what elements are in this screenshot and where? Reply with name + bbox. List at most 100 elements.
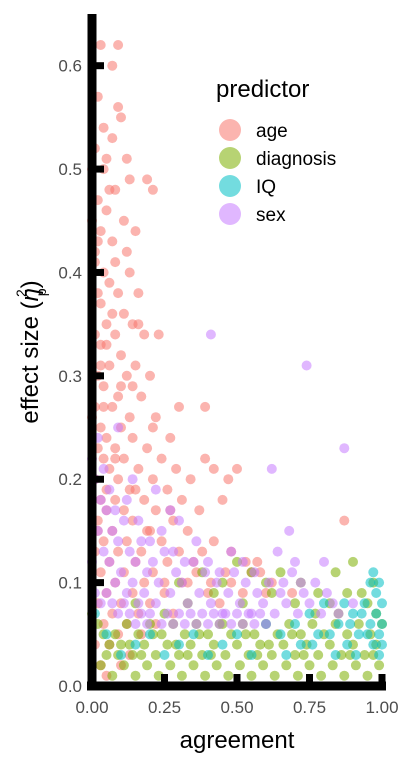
point-diagnosis-58 (258, 660, 269, 671)
point-sex-14 (142, 567, 153, 578)
point-iq-23 (374, 650, 385, 660)
point-sex-26 (211, 577, 222, 588)
point-iq-30 (313, 629, 324, 640)
point-age-58 (165, 432, 176, 443)
legend: predictor age diagnosis IQ sex (216, 76, 336, 226)
point-sex-86 (156, 525, 167, 536)
point-diagnosis-116 (298, 650, 309, 660)
point-sex-105 (101, 588, 112, 598)
point-diagnosis-52 (118, 660, 129, 671)
x-tick-label: 0.50 (220, 698, 253, 717)
point-sex-87 (168, 546, 179, 557)
point-age-65 (200, 453, 211, 464)
point-age-61 (142, 443, 153, 454)
point-sex-7 (101, 505, 112, 516)
point-age-42 (130, 360, 141, 371)
point-age-160 (116, 381, 126, 392)
point-sex-61 (168, 619, 179, 629)
point-age-85 (194, 505, 205, 516)
point-age-77 (162, 484, 173, 495)
point-age-92 (182, 525, 193, 536)
point-age-69 (208, 463, 219, 474)
point-sex-43 (310, 577, 321, 588)
point-sex-41 (298, 588, 309, 598)
point-diagnosis-6 (121, 619, 132, 629)
point-age-48 (136, 391, 147, 402)
legend-title: predictor (216, 76, 309, 103)
point-diagnosis-9 (139, 639, 150, 650)
x-tick-label: 0.00 (75, 698, 108, 717)
point-diagnosis-82 (275, 567, 286, 578)
point-sex-58 (150, 598, 161, 609)
point-iq-25 (365, 577, 376, 588)
legend-key-diagnosis (219, 147, 241, 169)
point-age-96 (208, 536, 219, 547)
point-age-150 (104, 184, 115, 195)
point-age-158 (121, 246, 132, 257)
point-age-21 (107, 236, 118, 247)
point-age-55 (147, 422, 158, 433)
point-diagnosis-68 (200, 670, 211, 681)
point-diagnosis-64 (107, 670, 118, 681)
point-iq-9 (304, 608, 315, 619)
point-iq-5 (217, 639, 228, 650)
point-age-162 (98, 401, 109, 412)
point-iq-6 (246, 650, 257, 660)
point-age-62 (98, 453, 109, 464)
point-diagnosis-5 (116, 639, 126, 650)
point-sex-68 (208, 608, 219, 619)
legend-key-sex (219, 203, 241, 225)
point-diagnosis-4 (110, 629, 121, 640)
point-sex-108 (118, 598, 129, 609)
point-age-15 (142, 174, 153, 185)
point-age-52 (174, 401, 184, 412)
point-diagnosis-17 (185, 639, 196, 650)
point-age-93 (98, 536, 109, 547)
point-sex-110 (130, 619, 141, 629)
point-diagnosis-11 (150, 650, 161, 660)
point-diagnosis-8 (133, 629, 144, 640)
x-tick-label: 0.75 (293, 698, 326, 717)
point-age-27 (104, 277, 115, 288)
point-age-26 (124, 267, 135, 278)
y-tick-label: 0.3 (58, 367, 82, 386)
point-age-20 (95, 226, 106, 237)
point-age-1 (113, 40, 124, 50)
point-diagnosis-13 (162, 639, 173, 650)
point-sex-21 (182, 598, 193, 609)
point-sex-62 (174, 608, 184, 619)
point-diagnosis-98 (101, 650, 112, 660)
point-diagnosis-3 (104, 639, 115, 650)
point-iq-2 (130, 639, 141, 650)
point-sex-17 (159, 546, 170, 557)
point-sex-6 (95, 494, 106, 505)
point-sex-57 (145, 608, 155, 619)
point-sex-72 (232, 608, 242, 619)
point-iq-4 (188, 629, 199, 640)
x-tick-label: 1.00 (365, 698, 398, 717)
point-sex-10 (118, 515, 129, 526)
point-sex-28 (223, 588, 234, 598)
point-sex-4 (266, 463, 277, 474)
point-sex-67 (203, 619, 213, 629)
point-sex-51 (110, 577, 121, 588)
point-diagnosis-59 (281, 660, 292, 671)
point-age-68 (171, 463, 182, 474)
y-tick-label: 0.0 (58, 677, 82, 696)
point-sex-3 (165, 505, 176, 516)
point-age-71 (113, 474, 124, 485)
point-sex-109 (124, 608, 135, 619)
point-sex-55 (133, 598, 144, 609)
point-sex-85 (145, 536, 155, 547)
point-age-10 (121, 153, 132, 164)
point-sex-24 (200, 567, 211, 578)
point-sex-66 (197, 608, 208, 619)
point-sex-100 (127, 474, 138, 485)
point-diagnosis-70 (246, 670, 257, 681)
point-diagnosis-74 (339, 670, 350, 681)
points-layer (87, 40, 387, 681)
point-age-163 (110, 453, 121, 464)
point-diagnosis-35 (290, 650, 300, 660)
point-age-142 (287, 588, 298, 598)
point-sex-89 (191, 536, 202, 547)
